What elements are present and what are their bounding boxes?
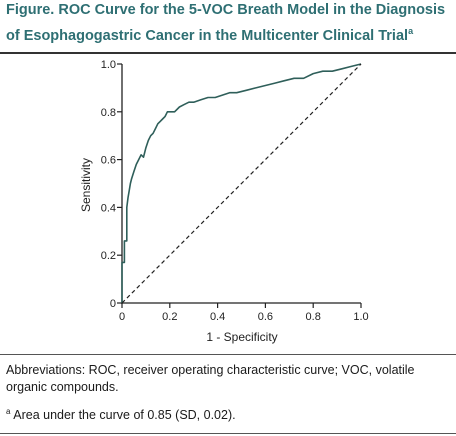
- x-tick-label: 0.4: [210, 311, 225, 323]
- x-axis-label: 1 - Specificity: [206, 330, 277, 344]
- top-rule: [0, 52, 456, 54]
- title-line-1: Figure. ROC Curve for the 5-VOC Breath M…: [6, 2, 446, 18]
- end-rule: [0, 433, 456, 434]
- title-footnote-marker: a: [408, 26, 414, 36]
- x-tick-label: 0.8: [306, 311, 321, 323]
- y-tick-label: 0.2: [101, 250, 116, 262]
- x-tick-label: 0: [119, 311, 125, 323]
- x-tick-label: 0.2: [162, 311, 177, 323]
- plot-area: 0 0.2 0.4 0.6 0.8 1.0 0 0.2 0.4 0.6 0.8 1.0: [101, 59, 369, 323]
- y-tick-label: 0: [110, 298, 116, 310]
- reference-line-series: [121, 63, 362, 304]
- roc-chart: 0 0.2 0.4 0.6 0.8 1.0 0 0.2 0.4 0.6 0.8 1.0 Sensiti…: [79, 59, 369, 344]
- x-tick-label: 0.6: [258, 311, 273, 323]
- footnote: a Area under the curve of 0.85 (SD, 0.02…: [6, 403, 446, 424]
- footnote-text: Area under the curve of 0.85 (SD, 0.02).: [13, 408, 236, 423]
- y-tick-label: 1.0: [101, 59, 116, 71]
- abbreviations-note: Abbreviations: ROC, receiver operating c…: [6, 363, 415, 394]
- x-tick-label: 1.0: [353, 311, 368, 323]
- roc-curve-series: [121, 63, 362, 303]
- figure-title: Figure. ROC Curve for the 5-VOC Breath M…: [6, 0, 450, 47]
- y-tick-label: 0.8: [101, 107, 116, 119]
- bottom-rule: [0, 354, 456, 355]
- y-tick-label: 0.4: [101, 202, 116, 214]
- title-line-2: of Esophagogastric Cancer in the Multice…: [6, 27, 409, 44]
- y-tick-label: 0.6: [101, 155, 116, 167]
- figure-notes: Abbreviations: ROC, receiver operating c…: [6, 362, 446, 424]
- y-axis-label: Sensitivity: [79, 158, 93, 212]
- footnote-marker: a: [6, 407, 11, 416]
